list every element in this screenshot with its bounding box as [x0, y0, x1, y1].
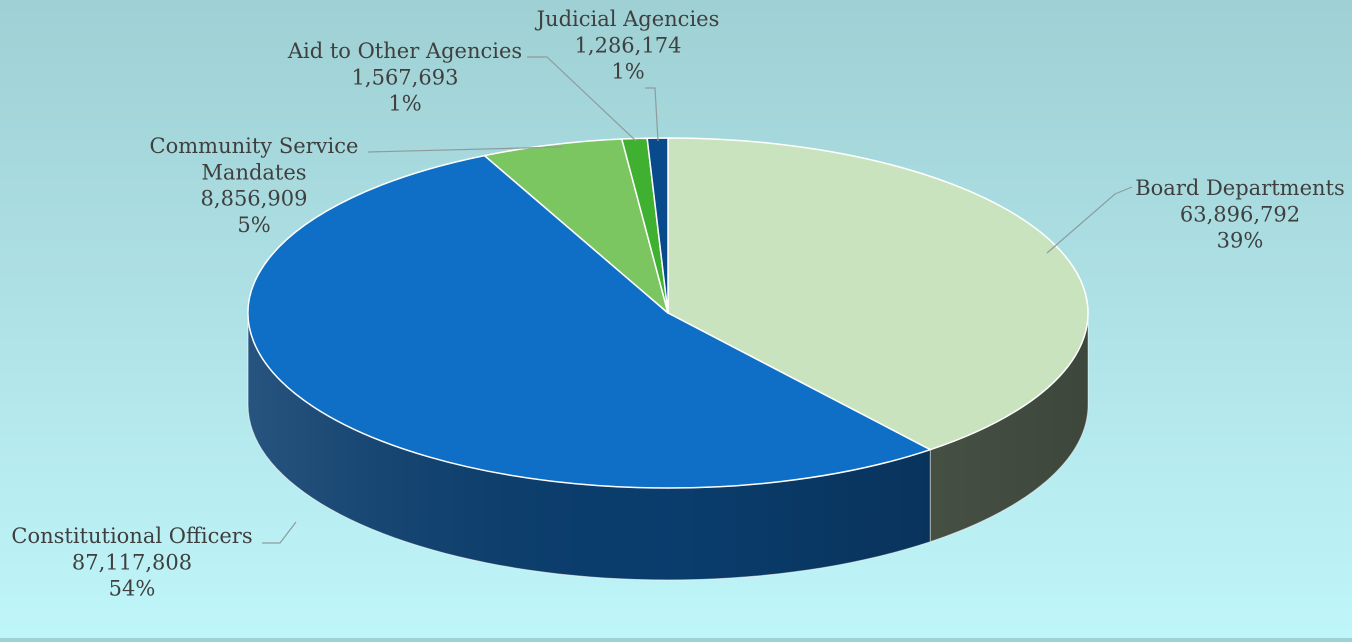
slice-category-label: Constitutional Officers: [11, 524, 252, 548]
leader-line-board-departments: [1046, 186, 1133, 254]
slice-percent-label: 5%: [237, 213, 270, 237]
data-label-board-departments: Board Departments 63,896,792 39%: [1135, 176, 1345, 253]
slice-category-label: Mandates: [201, 160, 306, 184]
leader-line-constitutional-officers: [262, 521, 297, 544]
leader-line-judicial-agencies: [645, 87, 659, 142]
slice-percent-label: 39%: [1217, 229, 1264, 253]
data-label-community-service-mandates: Community Service Mandates 8,856,909 5%: [150, 134, 359, 237]
slice-category-label: Community Service: [150, 134, 359, 158]
data-label-judicial-agencies: Judicial Agencies 1,286,174 1%: [535, 7, 720, 84]
slice-category-label: Judicial Agencies: [535, 7, 720, 31]
slice-category-label: Board Departments: [1135, 176, 1345, 200]
leader-line-aid-to-other-agencies: [527, 56, 637, 142]
data-label-constitutional-officers: Constitutional Officers 87,117,808 54%: [11, 524, 252, 601]
slice-category-label: Aid to Other Agencies: [287, 39, 522, 63]
slice-value-label: 1,286,174: [575, 33, 682, 57]
slice-value-label: 1,567,693: [352, 65, 459, 89]
leader-line-community-service-mandates: [367, 146, 564, 153]
pie-side-shading: [248, 313, 1088, 580]
slice-percent-label: 54%: [109, 577, 156, 601]
slice-percent-label: 1%: [388, 92, 421, 116]
slice-value-label: 8,856,909: [201, 187, 308, 211]
pie-slice-board-departments: [667, 137, 1089, 451]
slice-percent-label: 1%: [611, 60, 644, 84]
pie-slice-community-service-mandates: [483, 138, 669, 314]
data-label-aid-to-other-agencies: Aid to Other Agencies 1,567,693 1%: [287, 39, 522, 116]
slice-value-label: 87,117,808: [72, 550, 192, 574]
slice-value-label: 63,896,792: [1180, 202, 1300, 226]
pie-slice-constitutional-officers: [247, 154, 932, 489]
